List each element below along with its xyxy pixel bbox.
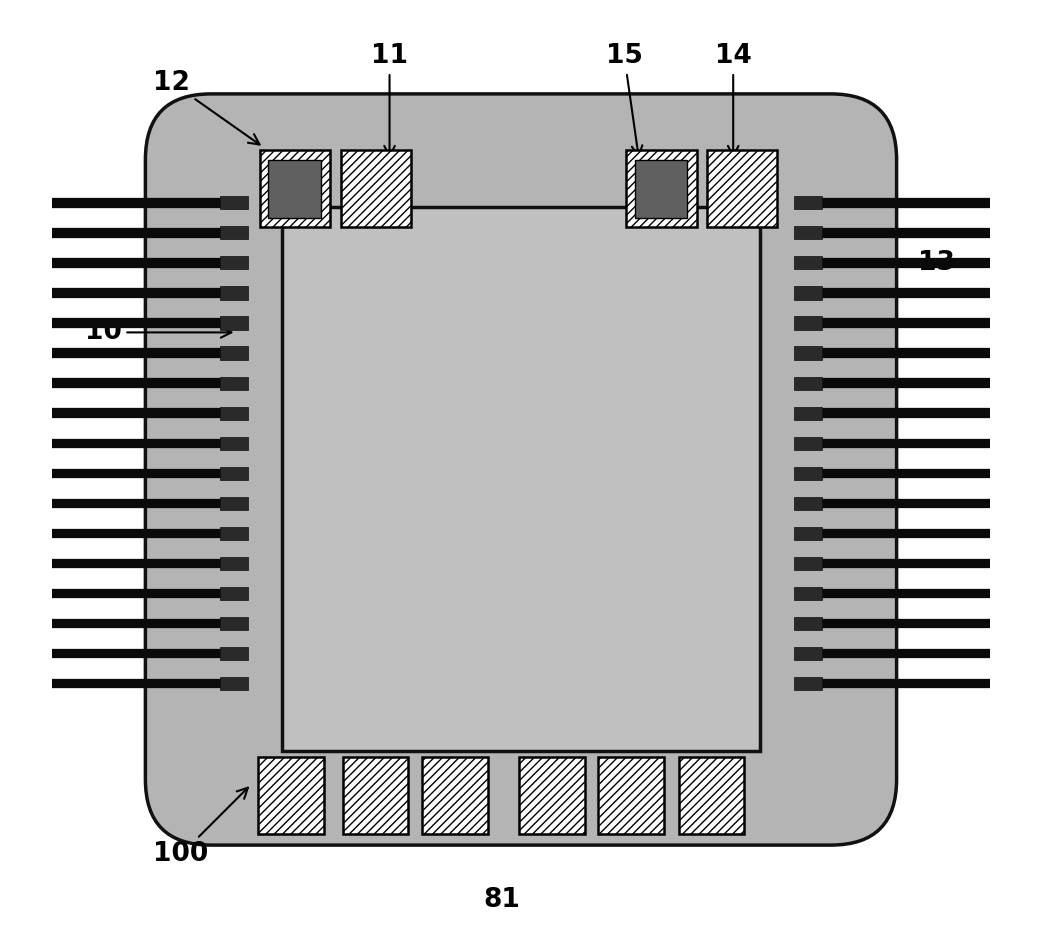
Bar: [51, 408, 228, 418]
Text: 13: 13: [918, 250, 954, 276]
Bar: [814, 529, 991, 538]
Bar: [51, 559, 228, 568]
Bar: [220, 377, 248, 390]
Bar: [794, 346, 822, 360]
Bar: [814, 499, 991, 508]
Bar: [220, 256, 248, 269]
Bar: [794, 437, 822, 450]
Text: 81: 81: [483, 886, 521, 913]
Bar: [598, 757, 664, 834]
Bar: [51, 348, 228, 358]
Bar: [794, 196, 822, 209]
Bar: [794, 617, 822, 630]
Text: 12: 12: [153, 69, 259, 145]
Bar: [794, 256, 822, 269]
Bar: [220, 437, 248, 450]
Bar: [678, 757, 744, 834]
Bar: [794, 647, 822, 660]
Bar: [51, 378, 228, 388]
Bar: [51, 318, 228, 328]
Bar: [51, 499, 228, 508]
Bar: [814, 318, 991, 328]
Bar: [519, 757, 585, 834]
Text: 100: 100: [153, 788, 248, 868]
Bar: [269, 161, 321, 218]
Bar: [814, 288, 991, 298]
Bar: [814, 679, 991, 688]
Bar: [422, 757, 488, 834]
Text: 11: 11: [371, 43, 408, 157]
Bar: [259, 150, 330, 227]
Bar: [814, 258, 991, 268]
Bar: [220, 286, 248, 300]
Bar: [220, 557, 248, 570]
Bar: [814, 469, 991, 478]
Bar: [814, 198, 991, 208]
Bar: [51, 288, 228, 298]
Bar: [51, 469, 228, 478]
Bar: [51, 439, 228, 448]
Bar: [635, 161, 688, 218]
Bar: [51, 198, 228, 208]
Bar: [220, 196, 248, 209]
Bar: [794, 226, 822, 239]
Bar: [51, 258, 228, 268]
Bar: [220, 617, 248, 630]
Bar: [706, 150, 777, 227]
Bar: [794, 527, 822, 540]
Bar: [814, 589, 991, 598]
Bar: [794, 497, 822, 510]
Bar: [51, 649, 228, 658]
Bar: [794, 467, 822, 480]
Bar: [343, 757, 408, 834]
Bar: [794, 557, 822, 570]
Text: 15: 15: [605, 43, 643, 157]
Bar: [220, 677, 248, 690]
Bar: [220, 316, 248, 330]
Bar: [220, 407, 248, 420]
Bar: [51, 228, 228, 238]
Bar: [794, 377, 822, 390]
Bar: [814, 649, 991, 658]
Bar: [220, 587, 248, 600]
Bar: [220, 647, 248, 660]
Bar: [220, 467, 248, 480]
Bar: [814, 408, 991, 418]
Bar: [220, 497, 248, 510]
Bar: [51, 589, 228, 598]
Bar: [281, 207, 761, 751]
Bar: [51, 619, 228, 628]
Bar: [794, 316, 822, 330]
Bar: [814, 559, 991, 568]
Bar: [814, 439, 991, 448]
Bar: [51, 679, 228, 688]
Bar: [814, 228, 991, 238]
Bar: [814, 378, 991, 388]
Bar: [794, 407, 822, 420]
FancyBboxPatch shape: [146, 94, 896, 845]
Bar: [220, 527, 248, 540]
Bar: [794, 677, 822, 690]
Text: 14: 14: [715, 43, 751, 157]
Bar: [626, 150, 697, 227]
Bar: [258, 757, 324, 834]
Bar: [341, 150, 412, 227]
Bar: [220, 346, 248, 360]
Bar: [794, 286, 822, 300]
Bar: [814, 348, 991, 358]
Text: 10: 10: [84, 319, 231, 346]
Bar: [51, 529, 228, 538]
Bar: [814, 619, 991, 628]
Bar: [220, 226, 248, 239]
Bar: [794, 587, 822, 600]
